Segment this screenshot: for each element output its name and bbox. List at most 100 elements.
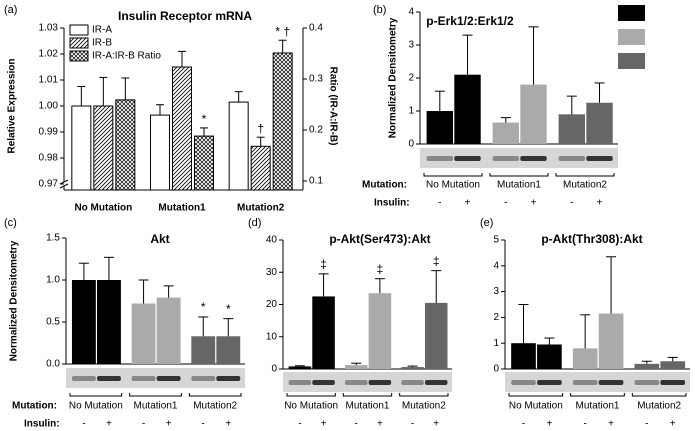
bar <box>368 293 392 369</box>
y-tick-label: 0 <box>271 364 277 375</box>
bar <box>511 343 536 369</box>
x-tick-label: No Mutation <box>74 203 132 214</box>
group-label: No Mutation <box>509 401 563 412</box>
group-bracket <box>129 393 182 397</box>
blot-band <box>71 376 96 381</box>
insulin-label: + <box>106 419 112 430</box>
legend-label: IR-B <box>92 38 112 49</box>
blot-band <box>634 380 660 385</box>
insulin-label: - <box>645 419 648 430</box>
blot-band <box>156 376 181 381</box>
bar <box>288 366 312 369</box>
y-tick-label: 30 <box>266 267 278 278</box>
blot-band <box>454 156 481 161</box>
group-bracket <box>508 393 564 397</box>
group-bracket <box>555 173 615 177</box>
insulin-label: + <box>433 419 439 430</box>
group-label: Mutation1 <box>576 401 620 412</box>
group-bracket <box>286 393 336 397</box>
legend-swatch <box>69 24 89 36</box>
bar <box>250 145 271 191</box>
bar <box>156 297 181 364</box>
y-tick-label: 10 <box>266 331 278 342</box>
y-tick-label: 2 <box>493 312 499 323</box>
row-label: Insulin: <box>24 419 60 430</box>
legend-label: IR-A:IR-B Ratio <box>92 51 161 62</box>
y2-tick-label: 0.4 <box>309 23 323 34</box>
group-label: Mutation1 <box>346 401 390 412</box>
group-label: Mutation2 <box>563 180 607 191</box>
y-tick-label: 4 <box>493 260 499 271</box>
y-tick-label: 2 <box>408 73 414 84</box>
insulin-label: + <box>597 198 603 209</box>
bar <box>312 296 335 369</box>
y-tick-label: 1 <box>493 338 499 349</box>
y-axis-label: Normalized Densitometry <box>9 240 20 361</box>
x-tick-label: Mutation2 <box>237 203 285 214</box>
group-bracket <box>188 393 242 397</box>
blot-band <box>424 380 448 385</box>
y-tick-label: 1.02 <box>39 49 59 60</box>
group-bracket <box>631 393 687 397</box>
y-tick-label: 1.01 <box>39 75 59 86</box>
bar <box>572 348 598 369</box>
y-tick-label: 0.99 <box>39 127 59 138</box>
bar <box>216 336 241 364</box>
annotation: ‡ <box>377 262 384 276</box>
group-label: Mutation2 <box>402 401 446 412</box>
blot-band <box>660 380 686 385</box>
y-tick-label: 3 <box>493 286 499 297</box>
bar <box>492 122 519 144</box>
blot-band <box>537 380 562 385</box>
annotation: * <box>202 112 207 126</box>
group-label: No Mutation <box>426 180 480 191</box>
group-bracket <box>423 173 483 177</box>
chart-title: p-Akt(Ser473):Akt <box>329 232 430 246</box>
legend-swatch <box>618 5 645 21</box>
insulin-label: - <box>202 419 205 430</box>
bar <box>272 52 293 191</box>
group-bracket <box>69 393 123 397</box>
blot-band <box>492 156 519 161</box>
insulin-label: + <box>377 419 383 430</box>
blot-band <box>97 376 121 381</box>
insulin-label: + <box>531 198 537 209</box>
group-bracket <box>570 393 625 397</box>
y-tick-label: 0 <box>408 139 414 150</box>
insulin-label: - <box>583 419 586 430</box>
y-axis-label: Relative Expression <box>7 58 18 153</box>
chart-title: Akt <box>150 232 169 246</box>
legend-swatch <box>69 37 89 49</box>
insulin-label: - <box>522 419 525 430</box>
x-tick-label: Mutation1 <box>158 203 206 214</box>
bar <box>586 102 613 144</box>
bar <box>424 302 448 369</box>
bar <box>194 135 214 191</box>
group-label: Mutation2 <box>637 401 681 412</box>
bar <box>558 114 585 144</box>
bar <box>426 111 453 144</box>
insulin-label: - <box>438 198 441 209</box>
blot-band <box>586 156 613 161</box>
bar <box>150 114 170 191</box>
bar <box>454 74 481 144</box>
bar <box>97 280 121 364</box>
bar <box>131 303 156 364</box>
blot-band <box>426 156 453 161</box>
annotation: ‡ <box>320 257 327 271</box>
chart-title: p-Akt(Thr308):Akt <box>541 232 642 246</box>
blot-band <box>131 376 156 381</box>
blot-band <box>191 376 216 381</box>
bar <box>660 361 686 369</box>
group-bracket <box>342 393 393 397</box>
group-label: Mutation1 <box>497 180 541 191</box>
bar <box>634 363 660 369</box>
axis-break <box>59 179 69 189</box>
bar <box>537 344 562 369</box>
insulin-label: + <box>608 419 614 430</box>
insulin-label: - <box>142 419 145 430</box>
group-bracket <box>399 393 449 397</box>
group-label: Mutation2 <box>193 401 237 412</box>
y-tick-label: 20 <box>266 299 278 310</box>
